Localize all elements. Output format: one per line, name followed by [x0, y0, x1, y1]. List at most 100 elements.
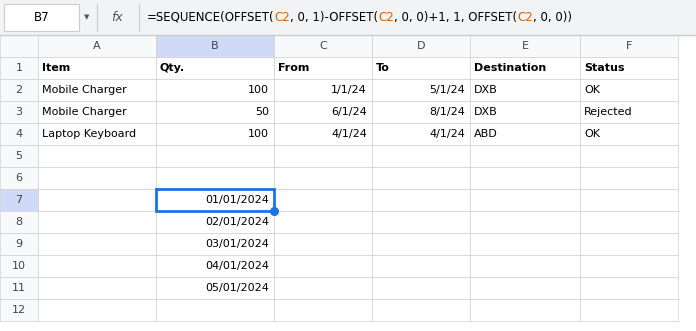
Bar: [372, 255, 470, 277]
Bar: [274, 233, 372, 255]
Bar: [274, 211, 372, 233]
Text: 10: 10: [12, 261, 26, 271]
Bar: [470, 189, 580, 211]
Bar: [38, 233, 156, 255]
Text: A: A: [93, 41, 101, 51]
Bar: [274, 123, 372, 145]
Bar: [156, 277, 274, 299]
Bar: [470, 79, 580, 101]
Text: ▼: ▼: [84, 15, 90, 21]
Text: 5: 5: [15, 151, 22, 161]
Bar: [580, 145, 678, 167]
Text: DXB: DXB: [474, 85, 498, 95]
Text: , 0, 0)): , 0, 0)): [533, 11, 572, 24]
Bar: [372, 35, 470, 57]
Bar: [156, 101, 274, 123]
Bar: [0, 299, 38, 321]
Bar: [580, 189, 678, 211]
Bar: [38, 123, 156, 145]
Bar: [0, 0, 696, 35]
Bar: [470, 277, 580, 299]
Bar: [156, 35, 274, 57]
Text: To: To: [376, 63, 390, 73]
Bar: [580, 35, 678, 57]
Text: E: E: [521, 41, 528, 51]
Bar: [580, 277, 678, 299]
Bar: [38, 255, 156, 277]
Bar: [156, 123, 274, 145]
Text: Mobile Charger: Mobile Charger: [42, 107, 127, 117]
Bar: [38, 57, 156, 79]
Text: B: B: [211, 41, 219, 51]
Text: OK: OK: [584, 85, 600, 95]
Text: Mobile Charger: Mobile Charger: [42, 85, 127, 95]
Bar: [38, 299, 156, 321]
Text: Item: Item: [42, 63, 70, 73]
Bar: [0, 211, 38, 233]
Bar: [470, 167, 580, 189]
Text: 05/01/2024: 05/01/2024: [205, 283, 269, 293]
Bar: [156, 79, 274, 101]
Bar: [470, 255, 580, 277]
Text: Rejected: Rejected: [584, 107, 633, 117]
Bar: [580, 233, 678, 255]
Text: 6/1/24: 6/1/24: [331, 107, 367, 117]
Text: 4: 4: [15, 129, 22, 139]
Text: D: D: [417, 41, 425, 51]
Text: Status: Status: [584, 63, 624, 73]
Text: 11: 11: [12, 283, 26, 293]
Text: 01/01/2024: 01/01/2024: [205, 195, 269, 205]
Bar: [470, 35, 580, 57]
Bar: [580, 255, 678, 277]
Text: 8: 8: [15, 217, 22, 227]
Text: fx: fx: [111, 11, 123, 24]
Bar: [470, 101, 580, 123]
Text: Destination: Destination: [474, 63, 546, 73]
Bar: [156, 211, 274, 233]
Text: ABD: ABD: [474, 129, 498, 139]
Bar: [580, 57, 678, 79]
Text: C: C: [319, 41, 327, 51]
Text: 1: 1: [15, 63, 22, 73]
Bar: [0, 57, 38, 79]
Bar: [156, 233, 274, 255]
Text: 5/1/24: 5/1/24: [429, 85, 465, 95]
Bar: [470, 299, 580, 321]
Bar: [470, 145, 580, 167]
Bar: [156, 167, 274, 189]
Text: 2: 2: [15, 85, 22, 95]
Bar: [38, 189, 156, 211]
Text: 04/01/2024: 04/01/2024: [205, 261, 269, 271]
Text: 100: 100: [248, 129, 269, 139]
Text: 9: 9: [15, 239, 22, 249]
Text: B7: B7: [33, 11, 49, 24]
Bar: [38, 167, 156, 189]
Bar: [38, 211, 156, 233]
Bar: [38, 101, 156, 123]
Text: 03/01/2024: 03/01/2024: [205, 239, 269, 249]
Bar: [470, 57, 580, 79]
Bar: [156, 255, 274, 277]
Bar: [0, 101, 38, 123]
Bar: [274, 79, 372, 101]
Text: DXB: DXB: [474, 107, 498, 117]
Bar: [372, 79, 470, 101]
Text: 100: 100: [248, 85, 269, 95]
Text: 50: 50: [255, 107, 269, 117]
Bar: [156, 145, 274, 167]
Bar: [274, 101, 372, 123]
Bar: [580, 101, 678, 123]
Text: F: F: [626, 41, 632, 51]
Bar: [372, 189, 470, 211]
Bar: [372, 101, 470, 123]
Bar: [470, 123, 580, 145]
Bar: [38, 277, 156, 299]
Text: 3: 3: [15, 107, 22, 117]
Text: OK: OK: [584, 129, 600, 139]
Bar: [372, 145, 470, 167]
Bar: [38, 145, 156, 167]
Bar: [0, 189, 38, 211]
Bar: [0, 35, 38, 57]
Bar: [372, 299, 470, 321]
Bar: [580, 299, 678, 321]
